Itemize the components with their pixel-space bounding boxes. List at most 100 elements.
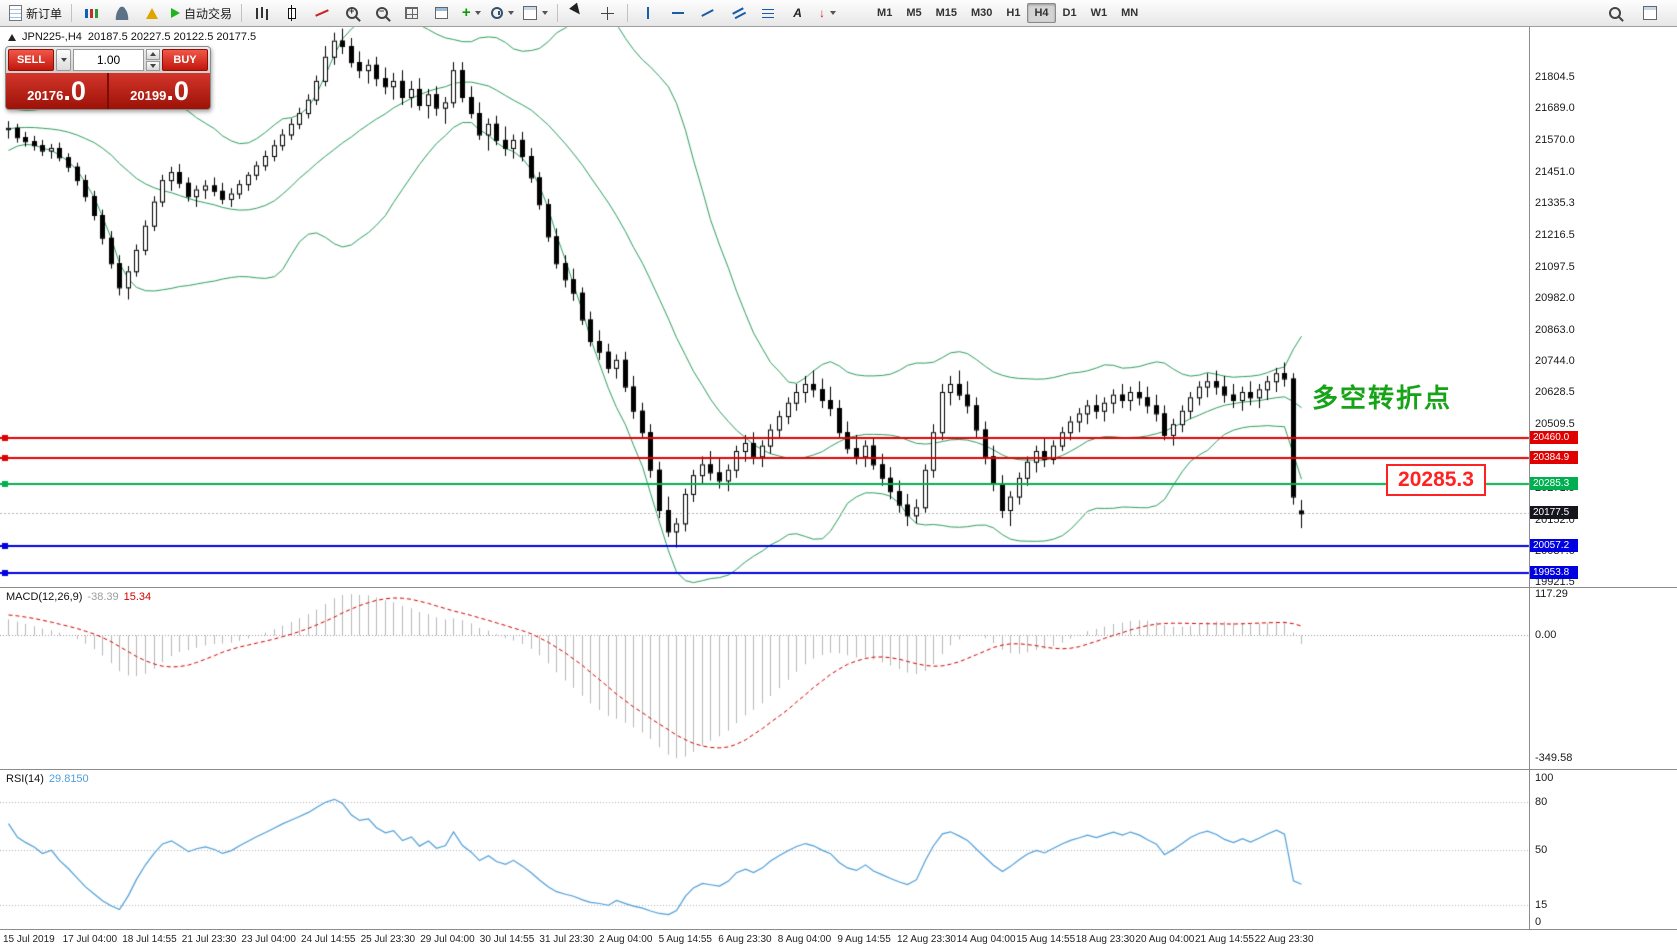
arrows-button[interactable]	[813, 2, 842, 25]
price-tick-label: 21451.0	[1535, 165, 1575, 178]
horizontal-line-icon	[671, 12, 684, 14]
price-tick-label: 21097.5	[1535, 260, 1575, 273]
data-window-button[interactable]	[1635, 2, 1664, 25]
buy-price-main: 20199	[130, 88, 167, 103]
auto-trading-button[interactable]: 自动交易	[167, 2, 236, 25]
price-callout-box[interactable]: 20285.3	[1386, 464, 1486, 496]
zoom-out-icon	[375, 6, 388, 19]
volume-dropdown-button[interactable]	[56, 49, 71, 71]
charts-button[interactable]	[77, 2, 106, 25]
crosshair-button[interactable]	[593, 2, 622, 25]
rsi-value: 29.8150	[48, 773, 89, 785]
trendline-button[interactable]	[693, 2, 722, 25]
data-window-icon	[1642, 6, 1657, 20]
bar-chart-button[interactable]	[247, 2, 276, 25]
price-axis[interactable]: 21804.5 21689.0 21570.0 21451.0 21335.3 21216…	[1529, 27, 1677, 929]
auto-trading-button-label: 自动交易	[184, 6, 233, 21]
timeframe-h4-button[interactable]: H4	[1027, 3, 1056, 23]
toolbar: 新订单 自动交易 M1 M5 M15 M30 H1 H4 D1 W1 MN	[0, 0, 1677, 27]
time-axis-label: 29 Jul 04:00	[420, 934, 475, 945]
timeframe-m15-button[interactable]: M15	[935, 7, 957, 19]
toolbar-right-group	[1600, 2, 1664, 25]
time-axis-label: 18 Aug 23:30	[1075, 934, 1135, 945]
macd-signal-value: 15.34	[123, 591, 152, 603]
symbol-name: JPN225-,H4	[22, 31, 82, 43]
price-badge: 20384.9	[1530, 450, 1578, 464]
time-axis[interactable]: 15 Jul 2019 17 Jul 04:00 18 Jul 14:55 21 Ju…	[0, 930, 1529, 951]
timeframe-m5-button[interactable]: M5	[906, 7, 922, 19]
cursor-button[interactable]	[563, 2, 592, 25]
autotrading-play-icon	[171, 8, 181, 18]
rsi-timeaxis-separator	[0, 929, 1677, 930]
timeframe-mn-button[interactable]: MN	[1121, 7, 1139, 19]
candlestick-chart-button[interactable]	[277, 2, 306, 25]
time-axis-label: 21 Aug 14:55	[1195, 934, 1254, 945]
time-axis-label: 12 Aug 23:30	[897, 934, 956, 945]
timeframe-group: M1 M5 M15 M30 H1 H4 D1 W1 MN	[870, 3, 1145, 23]
time-axis-label: 17 Jul 04:00	[62, 934, 118, 945]
time-axis-label: 30 Jul 14:55	[479, 934, 535, 945]
line-chart-icon	[314, 9, 329, 17]
equidistant-channel-button[interactable]	[723, 2, 752, 25]
zoom-out-button[interactable]	[367, 2, 396, 25]
sell-button[interactable]: SELL	[8, 49, 54, 71]
toolbar-separator	[627, 4, 629, 22]
macd-axis-label: 0.00	[1535, 629, 1557, 642]
alerts-button[interactable]	[137, 2, 166, 25]
template-icon	[523, 6, 538, 20]
timeframe-h1-button[interactable]: H1	[1006, 7, 1021, 19]
main-macd-separator[interactable]	[0, 587, 1677, 588]
indicators-add-icon	[462, 7, 471, 20]
time-axis-label: 25 Jul 23:30	[360, 934, 416, 945]
time-axis-label: 24 Jul 14:55	[301, 934, 356, 945]
crosshair-icon	[601, 6, 615, 20]
channel-icon	[731, 7, 744, 15]
profiles-button[interactable]	[107, 2, 136, 25]
macd-rsi-separator[interactable]	[0, 769, 1677, 770]
time-axis-label: 2 Aug 04:00	[599, 934, 653, 945]
toolbar-separator	[241, 4, 243, 22]
fibonacci-icon	[761, 8, 774, 11]
macd-axis-label: -349.58	[1535, 752, 1573, 765]
templates-button[interactable]	[519, 2, 552, 25]
time-axis-label: 15 Aug 14:55	[1016, 934, 1076, 945]
zoom-in-button[interactable]	[337, 2, 366, 25]
indicators-button[interactable]	[457, 2, 486, 25]
vertical-line-button[interactable]	[633, 2, 662, 25]
new-order-button[interactable]: 新订单	[5, 2, 66, 25]
timeframe-w1-button[interactable]: W1	[1090, 7, 1108, 19]
arrange-windows-button[interactable]	[427, 2, 456, 25]
time-axis-label: 5 Aug 14:55	[658, 934, 712, 945]
fibonacci-button[interactable]	[753, 2, 782, 25]
buy-button[interactable]: BUY	[162, 49, 208, 71]
timeframe-d1-button[interactable]: D1	[1062, 7, 1077, 19]
price-tick-label: 20509.5	[1535, 418, 1575, 431]
one-click-trading-panel: SELL BUY 20176.0 20199.0	[5, 46, 211, 110]
line-chart-button[interactable]	[307, 2, 336, 25]
expand-icon[interactable]	[8, 33, 16, 41]
rsi-axis-label: 80	[1535, 795, 1548, 808]
new-order-icon	[9, 5, 22, 21]
timeframe-m30-button[interactable]: M30	[971, 7, 993, 19]
chart-text-annotation[interactable]: 多空转折点	[1312, 383, 1453, 413]
charts-icon	[85, 8, 89, 18]
volume-down-button[interactable]	[146, 60, 160, 71]
sell-price[interactable]: 20176.0	[6, 73, 107, 109]
tile-windows-button[interactable]	[397, 2, 426, 25]
toolbar-separator	[71, 4, 73, 22]
macd-axis-label: 117.29	[1535, 588, 1568, 601]
toolbar-left-group: 新订单 自动交易	[5, 2, 842, 25]
volume-up-button[interactable]	[146, 49, 160, 60]
periods-button[interactable]	[487, 2, 518, 25]
price-tick-label: 21689.0	[1535, 101, 1575, 114]
text-label-button[interactable]	[783, 2, 812, 25]
search-button[interactable]	[1600, 2, 1629, 25]
timeframe-m1-button[interactable]: M1	[877, 7, 893, 19]
volume-input[interactable]	[73, 49, 144, 71]
buy-price[interactable]: 20199.0	[109, 73, 210, 109]
price-tick-label: 20863.0	[1535, 323, 1575, 336]
rsi-axis-label: 0	[1535, 916, 1542, 928]
horizontal-line-button[interactable]	[663, 2, 692, 25]
price-badge: 20177.5	[1530, 506, 1578, 520]
buy-price-frac: .0	[166, 76, 189, 106]
